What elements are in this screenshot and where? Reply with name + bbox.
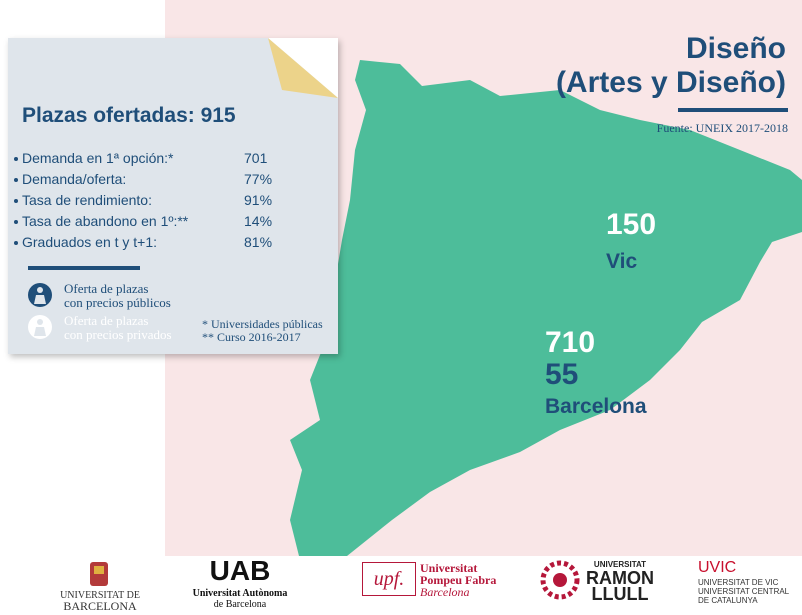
logo: UNIVERSITAT RAMON LLULL — [586, 560, 654, 604]
stat-label: Tasa de rendimiento: — [22, 192, 152, 208]
panel-heading: Plazas ofertadas: 915 — [22, 104, 236, 127]
bullet — [14, 157, 18, 161]
logo-icon — [90, 562, 108, 586]
divider — [678, 108, 788, 112]
logo: Universitat Pompeu Fabra Barcelona — [420, 561, 497, 599]
logo-icon — [540, 560, 580, 600]
stat-label: Demanda en 1ª opción:* — [22, 150, 174, 166]
note: ** Curso 2016-2017 — [202, 330, 301, 344]
city-value: 55 — [545, 358, 579, 391]
city-name: Barcelona — [545, 395, 647, 418]
stat-value: 81% — [244, 234, 273, 250]
logo: Universitat Autònoma de Barcelona — [192, 588, 288, 610]
region-shape — [290, 60, 802, 575]
bullet — [14, 220, 18, 224]
divider — [28, 266, 140, 270]
note: * Universidades públicas — [202, 317, 323, 331]
title: Diseño — [685, 32, 786, 65]
stat-label: Demanda/oferta: — [22, 171, 127, 187]
logo: UNIVERSITAT DE VIC UNIVERSITAT CENTRAL DE … — [698, 578, 790, 605]
logo-mark: UVIC — [698, 559, 737, 576]
title: (Artes y Diseño) — [555, 66, 786, 99]
legend-text: Oferta de plazas con precios privados — [64, 313, 172, 342]
page-fold — [268, 38, 338, 98]
bullet — [14, 178, 18, 182]
source: Fuente: UNEIX 2017-2018 — [656, 121, 788, 135]
logo-mark: UAB — [209, 555, 271, 586]
bullet — [14, 199, 18, 203]
legend-icons — [28, 283, 52, 339]
city-value: 710 — [545, 326, 596, 359]
stat-label: Graduados en t y t+1: — [22, 234, 158, 250]
bullet — [14, 241, 18, 245]
logo: UNIVERSITAT DE BARCELONA — [60, 590, 140, 613]
stat-value: 77% — [244, 171, 273, 187]
city-name: Vic — [606, 250, 638, 273]
stat-label: Tasa de abandono en 1º:** — [22, 213, 189, 229]
logo-band — [0, 556, 802, 615]
info-panel — [8, 38, 338, 354]
stat-value: 14% — [244, 213, 273, 229]
stat-value: 91% — [244, 192, 273, 208]
city-value: 150 — [606, 208, 657, 241]
logo-mark: upf. — [362, 562, 416, 596]
legend-text: Oferta de plazas con precios públicos — [64, 281, 171, 310]
stat-value: 701 — [244, 150, 268, 166]
